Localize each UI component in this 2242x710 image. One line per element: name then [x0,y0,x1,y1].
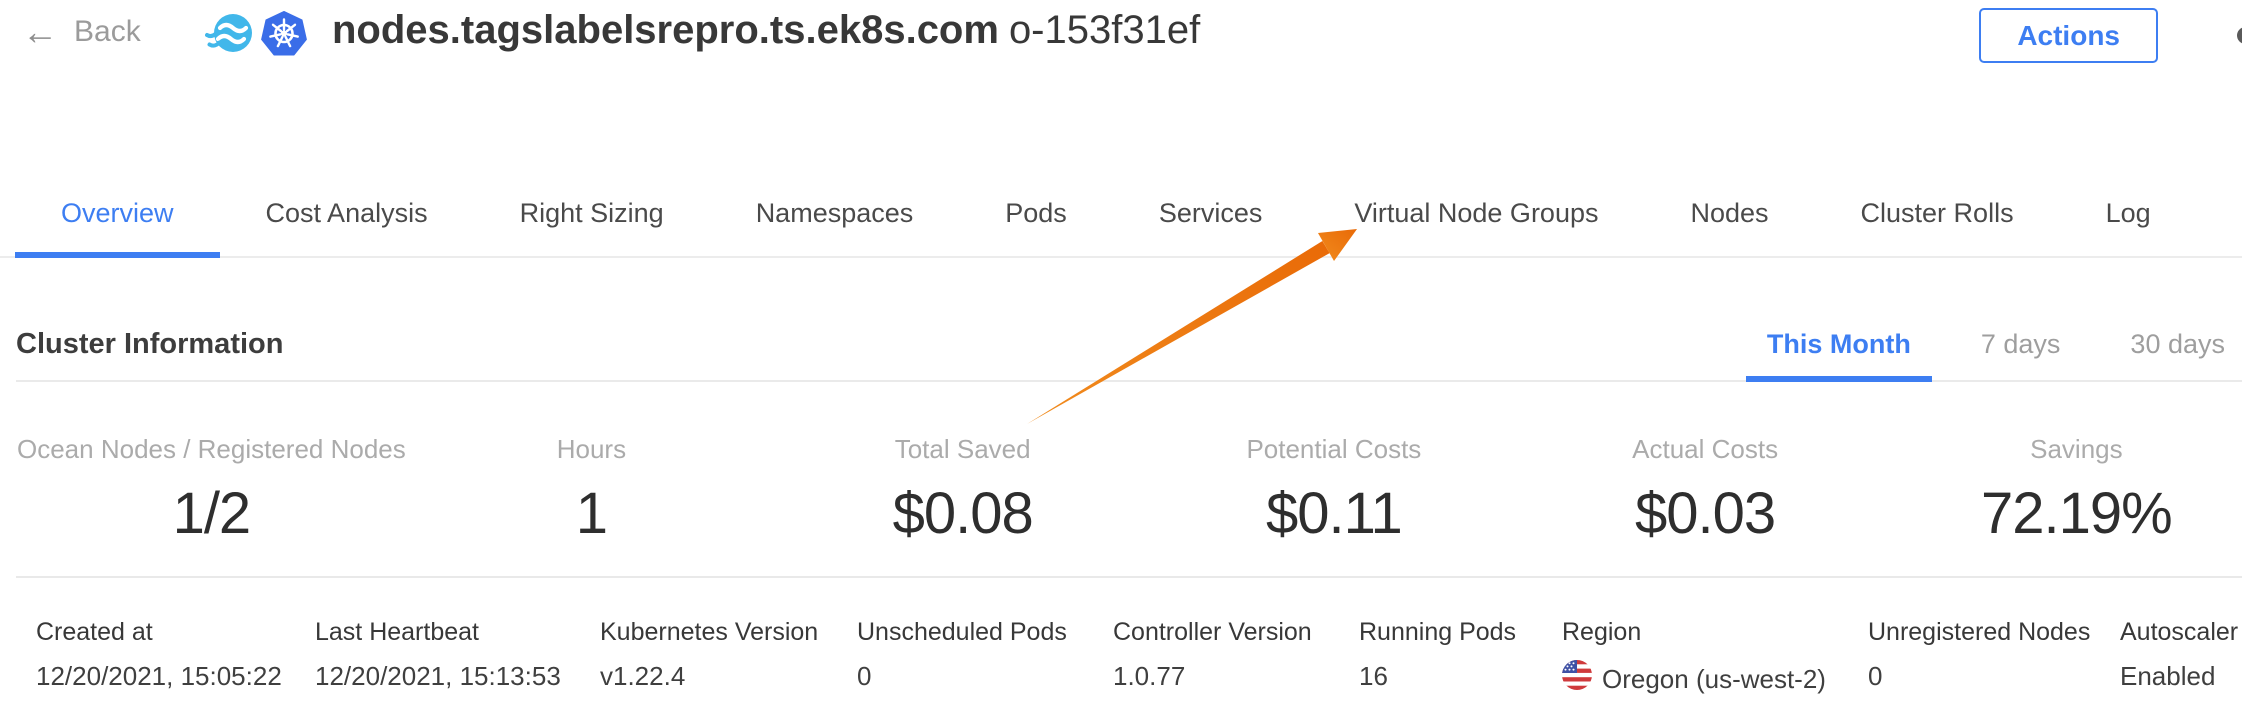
stat-label: Savings [2030,434,2123,464]
back-arrow-icon: ← [22,11,58,52]
stat-label: Total Saved [894,434,1031,464]
stat-hours: Hours 1 [406,420,777,550]
stat-potential-costs: Potential Costs $0.11 [1148,420,1519,550]
time-range-7-days[interactable]: 7 days [1960,308,2082,380]
tab-cost-analysis[interactable]: Cost Analysis [220,162,474,256]
detail-label: Autoscaler [2120,618,2239,646]
detail-value: v1.22.4 [600,661,686,691]
stat-label: Actual Costs [1632,434,1779,464]
back-label: Back [74,15,141,48]
tab-pods[interactable]: Pods [959,162,1113,256]
stat-label: Potential Costs [1246,434,1422,464]
cluster-tabs: Overview Cost Analysis Right Sizing Name… [0,162,2242,258]
detail-autoscaler: Autoscaler Enabled [2120,608,2238,698]
detail-value: Oregon (us-west-2) [1562,660,1868,698]
stat-value: 1 [575,481,608,546]
detail-value: 1.0.77 [1113,661,1186,691]
detail-value: 0 [857,661,872,691]
kubernetes-icon [261,11,307,62]
detail-region: Region [1562,608,1868,698]
detail-label: Running Pods [1359,618,1517,646]
stat-value: $0.11 [1265,481,1403,546]
detail-value: 16 [1359,661,1388,691]
detail-value: 12/20/2021, 15:05:22 [36,661,282,691]
page-title: nodes.tagslabelsrepro.ts.ek8s.com o-153f3… [332,8,1200,53]
stat-label: Hours [556,434,627,464]
detail-controller-version: Controller Version 1.0.77 [1113,608,1359,698]
time-range-this-month[interactable]: This Month [1745,308,1932,382]
detail-label: Unscheduled Pods [857,618,1067,646]
detail-value: 0 [1868,661,1883,691]
region-value: Oregon (us-west-2) [1602,663,1826,694]
us-flag-icon [1562,660,1592,698]
cluster-name: nodes.tagslabelsrepro.ts.ek8s.com [332,8,999,52]
detail-value: 12/20/2021, 15:13:53 [315,661,561,691]
tab-nodes[interactable]: Nodes [1644,162,1814,256]
stat-ocean-nodes: Ocean Nodes / Registered Nodes 1/2 [17,420,406,550]
section-title: Cluster Information [16,327,284,360]
stat-total-saved: Total Saved $0.08 [777,420,1148,550]
detail-created-at: Created at 12/20/2021, 15:05:22 [36,608,315,698]
tab-virtual-node-groups[interactable]: Virtual Node Groups [1308,162,1644,256]
page-header: ← Back [0,0,2242,70]
stat-value: 72.19% [1981,481,2173,546]
detail-label: Region [1562,618,1642,646]
tab-cluster-rolls[interactable]: Cluster Rolls [1815,162,2060,256]
avatar[interactable] [2237,27,2242,44]
time-range-30-days[interactable]: 30 days [2109,308,2242,380]
cluster-id: o-153f31ef [1008,8,1201,52]
detail-last-heartbeat: Last Heartbeat 12/20/2021, 15:13:53 [315,608,600,698]
time-range-tabs: This Month 7 days 30 days [1718,308,2242,382]
brand-icons [205,11,307,62]
detail-label: Kubernetes Version [600,618,819,646]
cluster-details-row: Created at 12/20/2021, 15:05:22 Last Hea… [36,608,2242,698]
actions-button[interactable]: Actions [1979,8,2158,63]
stat-label: Ocean Nodes / Registered Nodes [17,434,406,464]
stat-value: $0.08 [892,481,1034,546]
tab-overview[interactable]: Overview [15,162,220,258]
stat-value: 1/2 [172,481,252,546]
detail-running-pods: Running Pods 16 [1359,608,1562,698]
detail-unregistered-nodes: Unregistered Nodes 0 [1868,608,2120,698]
tab-log[interactable]: Log [2060,162,2197,256]
detail-label: Created at [36,618,153,646]
stat-actual-costs: Actual Costs $0.03 [1520,420,1891,550]
cluster-information-header: Cluster Information This Month 7 days 30… [16,308,2242,382]
stat-savings: Savings 72.19% [1891,420,2242,550]
tab-services[interactable]: Services [1113,162,1309,256]
divider [16,576,2242,578]
detail-value: Enabled [2120,661,2216,691]
stat-value: $0.03 [1635,481,1776,546]
detail-unscheduled-pods: Unscheduled Pods 0 [857,608,1113,698]
cluster-stats-row: Ocean Nodes / Registered Nodes 1/2 Hours… [0,420,2242,550]
detail-label: Last Heartbeat [315,618,479,646]
tab-namespaces[interactable]: Namespaces [710,162,960,256]
detail-label: Controller Version [1113,618,1312,646]
detail-kubernetes-version: Kubernetes Version v1.22.4 [600,608,857,698]
ocean-icon [205,12,253,61]
detail-label: Unregistered Nodes [1868,618,2091,646]
back-button[interactable]: ← Back [22,14,141,50]
tab-right-sizing[interactable]: Right Sizing [474,162,710,256]
